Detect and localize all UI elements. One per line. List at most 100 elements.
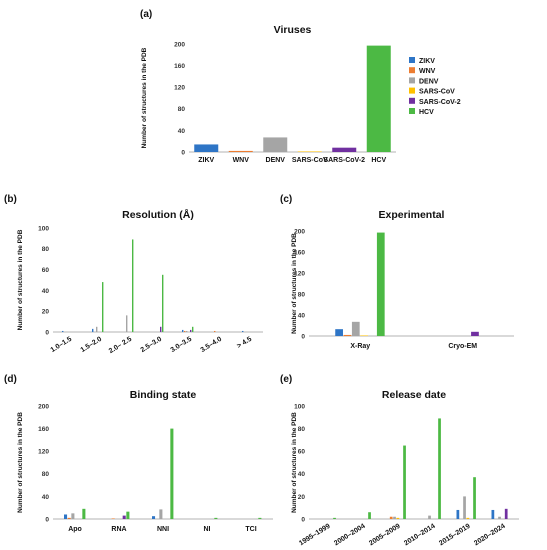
y-tick-label: 60: [42, 267, 50, 274]
y-tick-label: 20: [298, 494, 306, 501]
legend-swatch: [409, 97, 415, 104]
y-tick-label: 0: [45, 516, 49, 523]
y-tick-label: 60: [298, 449, 306, 456]
x-tick-label: NI: [204, 526, 211, 533]
bar-wnv: [343, 334, 352, 336]
bar-denv: [126, 315, 128, 332]
y-tick-label: 0: [301, 516, 305, 523]
bar-denv: [428, 515, 431, 519]
x-tick-label: Apo: [68, 526, 82, 533]
bar-hcv: [126, 511, 130, 519]
bar-wnv: [111, 518, 115, 519]
bar-sars-cov: [297, 151, 322, 152]
bar-sars-cov: [466, 517, 470, 519]
bar-wnv: [184, 330, 186, 332]
legend-swatch: [409, 67, 415, 74]
bar-sars-cov-2: [122, 515, 126, 519]
y-tick-label: 100: [294, 403, 305, 410]
bar-hcv: [376, 232, 385, 336]
chart-title: Resolution (Å): [122, 208, 194, 221]
x-tick-label: 1.0–1.5: [50, 336, 74, 354]
bar-zikv: [152, 516, 156, 519]
bar-zikv: [62, 330, 64, 332]
y-tick-label: 80: [298, 426, 306, 433]
x-tick-label: TCI: [245, 526, 256, 533]
y-tick-label: 40: [178, 128, 186, 135]
y-tick-label: 80: [178, 106, 186, 113]
y-tick-label: 0: [45, 329, 49, 336]
bar-hcv: [403, 445, 406, 519]
bar-denv: [393, 516, 396, 519]
x-tick-label: DENV: [266, 157, 286, 164]
legend-label: SARS-CoV: [419, 89, 455, 96]
legend-swatch: [409, 108, 415, 114]
x-tick-label: RNA: [111, 526, 126, 533]
chart-panel-d: (d) Binding state Number of structures in …: [4, 374, 273, 533]
chart-panel-a: (a) Viruses Number of structures in the PD…: [140, 9, 461, 164]
y-tick-label: 80: [42, 246, 50, 253]
x-tick-label: WNV: [233, 157, 250, 164]
y-tick-label: 40: [42, 288, 50, 295]
chart-panel-b: (b) Resolution (Å) Number of structures in…: [4, 194, 263, 355]
legend-label: DENV: [419, 78, 439, 85]
y-tick-label: 200: [294, 228, 305, 235]
bar-sars-cov-2: [332, 147, 357, 152]
legend-label: SARS-CoV-2: [419, 99, 461, 106]
y-tick-label: 40: [298, 471, 306, 478]
bar-denv: [96, 326, 98, 332]
y-tick-label: 160: [294, 249, 305, 256]
bar-zikv: [92, 328, 94, 332]
chart-title: Experimental: [379, 209, 445, 221]
y-tick-label: 120: [294, 270, 305, 277]
chart-panel-c: (c) Experimental Number of structures in t…: [280, 194, 514, 350]
y-tick-label: 80: [42, 471, 50, 478]
x-tick-label: 2.5–3.0: [140, 336, 164, 354]
bar-hcv: [214, 517, 218, 519]
x-tick-label: 2020–2024: [473, 523, 507, 548]
y-tick-label: 0: [181, 149, 185, 156]
y-axis-label: Number of structures in the PDB: [141, 47, 148, 148]
y-axis-label: Number of structures in the PDB: [17, 412, 24, 513]
y-tick-label: 40: [42, 494, 50, 501]
bar-zikv: [182, 329, 184, 332]
bar-hcv: [366, 45, 391, 153]
x-tick-label: 1995–1999: [298, 523, 332, 548]
x-tick-label: X-Ray: [350, 343, 370, 350]
y-tick-label: 120: [174, 85, 185, 92]
y-tick-label: 120: [38, 449, 49, 456]
bar-denv: [186, 330, 188, 332]
chart-title: Viruses: [274, 24, 312, 36]
bar-hcv: [162, 274, 164, 332]
y-tick-label: 20: [42, 309, 50, 316]
y-tick-label: 40: [298, 312, 306, 319]
legend-swatch: [409, 87, 415, 94]
y-axis-label: Number of structures in the PDB: [291, 233, 298, 334]
x-tick-label: > 4.5: [236, 336, 253, 350]
bar-hcv: [132, 239, 134, 332]
x-tick-label: NNI: [157, 526, 169, 533]
bar-wnv: [67, 517, 71, 519]
bar-hcv: [102, 282, 104, 332]
y-axis-label: Number of structures in the PDB: [291, 412, 298, 513]
bar-hcv: [258, 517, 262, 519]
bar-denv: [498, 516, 501, 519]
bar-wnv: [228, 150, 253, 152]
chart-title: Binding state: [130, 389, 197, 401]
legend-label: WNV: [419, 68, 436, 75]
bar-zikv: [491, 509, 495, 519]
x-tick-label: 2015–2019: [438, 523, 472, 548]
panel-label: (e): [280, 374, 292, 385]
x-tick-label: HCV: [371, 157, 386, 164]
x-tick-label: 1.5–2.0: [80, 336, 104, 354]
x-tick-label: 3.0–3.5: [170, 336, 194, 354]
bar-zikv: [64, 514, 68, 519]
x-tick-label: 2.0– 2.5: [108, 336, 133, 355]
bar-denv: [351, 321, 360, 336]
y-axis-label: Number of structures in the PDB: [17, 229, 24, 330]
y-tick-label: 160: [174, 63, 185, 70]
bar-zikv: [456, 509, 460, 519]
x-tick-label: SARS-CoV: [292, 157, 328, 164]
panel-label: (a): [140, 9, 152, 20]
chart-title: Release date: [382, 389, 446, 401]
